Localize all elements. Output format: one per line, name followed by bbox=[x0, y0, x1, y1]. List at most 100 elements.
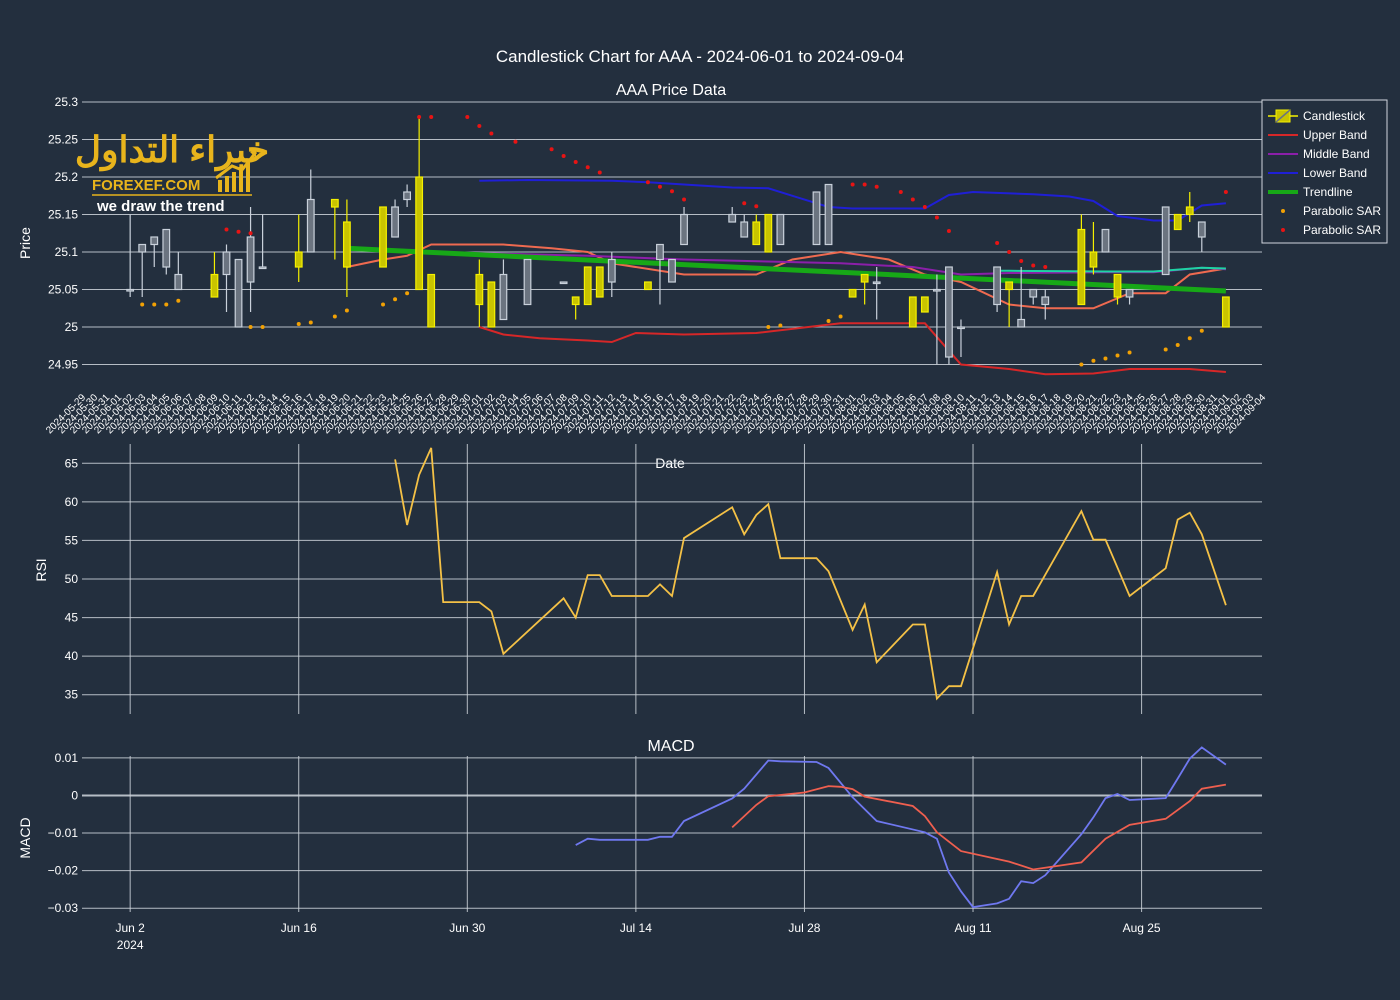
price-panel-title: AAA Price Data bbox=[616, 82, 726, 99]
price-plot bbox=[126, 115, 1230, 376]
candle-body bbox=[258, 266, 267, 270]
macd-ytick-label: −0.01 bbox=[48, 826, 79, 840]
candle-body bbox=[595, 266, 604, 298]
sar-dot-support bbox=[248, 325, 253, 329]
sar-dot-resistance bbox=[597, 170, 602, 175]
legend-item: Middle Band bbox=[1268, 147, 1370, 161]
candle-body bbox=[583, 266, 592, 306]
price-ytick-label: 25.05 bbox=[48, 283, 78, 297]
sar-dot-resistance bbox=[862, 182, 867, 187]
sar-dot-resistance bbox=[549, 147, 554, 152]
macd-ytick-label: 0 bbox=[71, 788, 78, 802]
sar-dot-support bbox=[296, 322, 301, 326]
macd-xtick-label: Aug 25 bbox=[1123, 921, 1161, 935]
sar-dot-support bbox=[1199, 328, 1204, 333]
sar-dot-support bbox=[152, 302, 157, 307]
legend-dot-icon bbox=[1281, 209, 1285, 213]
candle-body bbox=[246, 236, 255, 283]
macd-xtick-label: Jul 14 bbox=[620, 921, 652, 935]
sar-dot-resistance bbox=[1223, 190, 1228, 194]
candle-body bbox=[920, 296, 929, 313]
price-axis-label: Price bbox=[17, 227, 33, 259]
sar-dot-resistance bbox=[670, 189, 674, 194]
candle-body bbox=[1101, 228, 1110, 253]
candle-body bbox=[644, 281, 652, 291]
sar-dot-support bbox=[838, 314, 843, 319]
candle-body bbox=[668, 258, 676, 283]
candle-body bbox=[1005, 281, 1014, 291]
sar-dot-resistance bbox=[224, 227, 229, 232]
legend-label: Parabolic SAR bbox=[1303, 223, 1381, 237]
sar-dot-support bbox=[1187, 336, 1192, 341]
sar-dot-support bbox=[766, 325, 771, 329]
rsi-ytick-label: 50 bbox=[65, 572, 79, 586]
sar-dot-resistance bbox=[645, 180, 650, 185]
sar-dot-support bbox=[1115, 353, 1120, 358]
rsi-line bbox=[394, 447, 1227, 701]
macd-ytick-label: −0.02 bbox=[48, 864, 79, 878]
legend-label: Upper Band bbox=[1303, 128, 1367, 142]
sar-dot-support bbox=[826, 319, 831, 323]
candle-body bbox=[499, 273, 508, 321]
candle-body bbox=[379, 206, 387, 268]
candle-body bbox=[1197, 221, 1206, 238]
candle-body bbox=[475, 273, 484, 306]
sar-dot-support bbox=[1079, 362, 1084, 367]
candle-body bbox=[1113, 273, 1122, 298]
candle-body bbox=[150, 236, 159, 246]
sar-dot-resistance bbox=[1043, 265, 1048, 269]
candle-body bbox=[1173, 213, 1182, 231]
middle-band-line-teal bbox=[997, 266, 1226, 273]
candle-body bbox=[1089, 251, 1098, 268]
macd-xtick-label: Aug 11 bbox=[954, 921, 991, 935]
candle-body bbox=[210, 273, 219, 298]
sar-dot-resistance bbox=[236, 229, 241, 234]
sar-dot-support bbox=[1163, 347, 1168, 352]
macd-ytick-label: −0.03 bbox=[48, 901, 79, 915]
macd-signal-line bbox=[731, 783, 1227, 871]
candle-body bbox=[945, 266, 953, 358]
candle-body bbox=[487, 281, 496, 328]
price-ytick-label: 25.3 bbox=[55, 95, 79, 109]
sar-dot-support bbox=[405, 291, 410, 296]
main-title: Candlestick Chart for AAA - 2024-06-01 t… bbox=[496, 47, 904, 66]
sar-dot-support bbox=[1175, 343, 1180, 347]
candle-body bbox=[523, 258, 532, 306]
candle-body bbox=[342, 221, 351, 268]
legend-item: Trendline bbox=[1268, 185, 1353, 199]
candle-body bbox=[427, 273, 436, 328]
sar-dot-resistance bbox=[682, 197, 687, 202]
sar-dot-resistance bbox=[1019, 259, 1024, 263]
upper-band-line bbox=[346, 243, 1227, 310]
sar-dot-resistance bbox=[489, 131, 494, 136]
legend-candle-diagonal bbox=[1275, 109, 1291, 123]
sar-dot-support bbox=[332, 314, 337, 319]
sar-dot-resistance bbox=[850, 182, 855, 187]
candle-body bbox=[776, 213, 785, 246]
macd-xtick-sublabel: 2024 bbox=[117, 938, 144, 952]
candle-body bbox=[330, 198, 339, 208]
macd-panel-title: MACD bbox=[647, 738, 694, 755]
rsi-plot bbox=[394, 447, 1227, 701]
legend: Candlestick Upper Band Middle Band Lower Ba… bbox=[1261, 99, 1388, 244]
candle-body bbox=[1077, 228, 1086, 306]
price-ytick-label: 25.1 bbox=[55, 245, 79, 259]
sar-dot-resistance bbox=[417, 115, 422, 119]
macd-plot bbox=[575, 746, 1227, 909]
candle-body bbox=[126, 288, 135, 292]
sar-dot-resistance bbox=[465, 115, 470, 119]
candle-body bbox=[391, 206, 399, 238]
legend-item: Parabolic SAR bbox=[1281, 223, 1381, 237]
candle-body bbox=[294, 251, 303, 268]
candle-body bbox=[415, 176, 424, 291]
legend-dot-icon bbox=[1281, 228, 1285, 232]
watermark-brand: FOREXEF.COM bbox=[92, 177, 200, 194]
candle-body bbox=[306, 198, 315, 253]
price-ytick-label: 25.25 bbox=[48, 133, 78, 147]
rsi-ytick-label: 55 bbox=[65, 533, 79, 547]
sar-dot-resistance bbox=[995, 241, 1000, 245]
sar-dot-resistance bbox=[561, 154, 566, 158]
candle-body bbox=[1185, 206, 1194, 216]
sar-dot-support bbox=[164, 302, 169, 307]
sar-dot-resistance bbox=[1031, 263, 1036, 268]
